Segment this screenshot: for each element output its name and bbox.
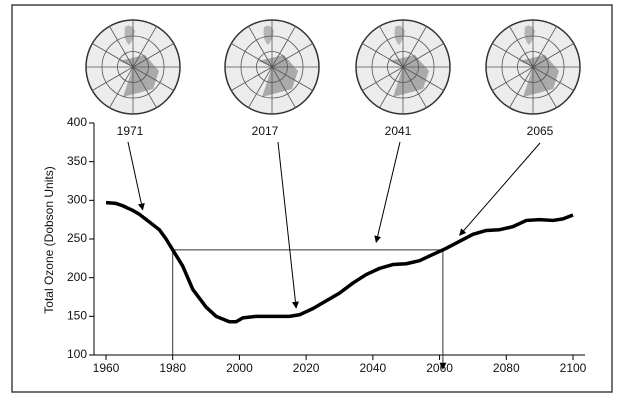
ozone-hole: [119, 55, 159, 97]
globe-meridian: [492, 66, 534, 91]
globe-meridian: [92, 43, 134, 68]
x-tick-label: 2060: [426, 361, 453, 375]
globe-meridian: [509, 66, 534, 108]
globe-meridian: [402, 26, 427, 68]
y-axis-label: Total Ozone (Dobson Units): [42, 166, 56, 313]
globe-meridian: [248, 66, 273, 108]
globe-meridian: [509, 26, 534, 68]
globe-meridian: [132, 26, 157, 68]
globe-meridian: [402, 66, 427, 108]
y-tick-label: 100: [67, 347, 87, 361]
ozone-hole: [389, 55, 429, 97]
globe-land: [263, 25, 274, 45]
x-tick-label: 1980: [159, 361, 186, 375]
ozone-hole: [519, 55, 559, 97]
annotation-label: 2041: [385, 124, 412, 138]
globe-land: [394, 25, 405, 45]
globe-meridian: [271, 66, 296, 108]
annotation-arrow: [127, 141, 145, 211]
x-tick-label: 2100: [560, 361, 587, 375]
x-tick-label: 2080: [493, 361, 520, 375]
y-tick-label: 250: [67, 231, 87, 245]
globe-meridian: [109, 66, 134, 108]
globe-meridian: [231, 66, 273, 91]
frame: [11, 4, 613, 393]
globe-land: [524, 25, 535, 45]
globe-meridian: [248, 26, 273, 68]
annotation-label: 1971: [117, 124, 144, 138]
globe-meridian: [271, 43, 313, 68]
globe-meridian: [109, 26, 134, 68]
x-tick-label: 2020: [293, 361, 320, 375]
globe-meridian: [532, 26, 557, 68]
globe-meridian: [92, 66, 134, 91]
globe-meridian: [362, 43, 404, 68]
globe-meridian: [532, 66, 557, 108]
globe-meridian: [379, 66, 404, 108]
globe-meridian: [402, 66, 444, 91]
y-tick-label: 350: [67, 154, 87, 168]
globe-land: [124, 25, 135, 45]
annotation-label: 2017: [252, 124, 279, 138]
annotation-arrow: [459, 142, 541, 236]
annotation-arrow: [374, 141, 401, 243]
annotation-label: 2065: [527, 124, 554, 138]
y-tick-label: 150: [67, 309, 87, 323]
globe-meridian: [492, 43, 534, 68]
globes: [85, 19, 581, 115]
globe-meridian: [379, 26, 404, 68]
y-tick-label: 200: [67, 270, 87, 284]
ozone-line: [105, 200, 574, 324]
globe-meridian: [132, 43, 174, 68]
x-tick-label: 2000: [226, 361, 253, 375]
globe-meridian: [402, 43, 444, 68]
ozone-hole: [258, 55, 298, 97]
globe-meridian: [271, 26, 296, 68]
globe-meridian: [532, 43, 574, 68]
globe-meridian: [271, 66, 313, 91]
annotation-arrow: [277, 141, 299, 309]
x-tick-label: 2040: [360, 361, 387, 375]
y-tick-label: 300: [67, 193, 87, 207]
globe-meridian: [362, 66, 404, 91]
x-tick-label: 1960: [93, 361, 120, 375]
globe-meridian: [132, 66, 157, 108]
y-tick-label: 400: [67, 115, 87, 129]
globe-meridian: [532, 66, 574, 91]
globe-meridian: [231, 43, 273, 68]
globe-meridian: [132, 66, 174, 91]
